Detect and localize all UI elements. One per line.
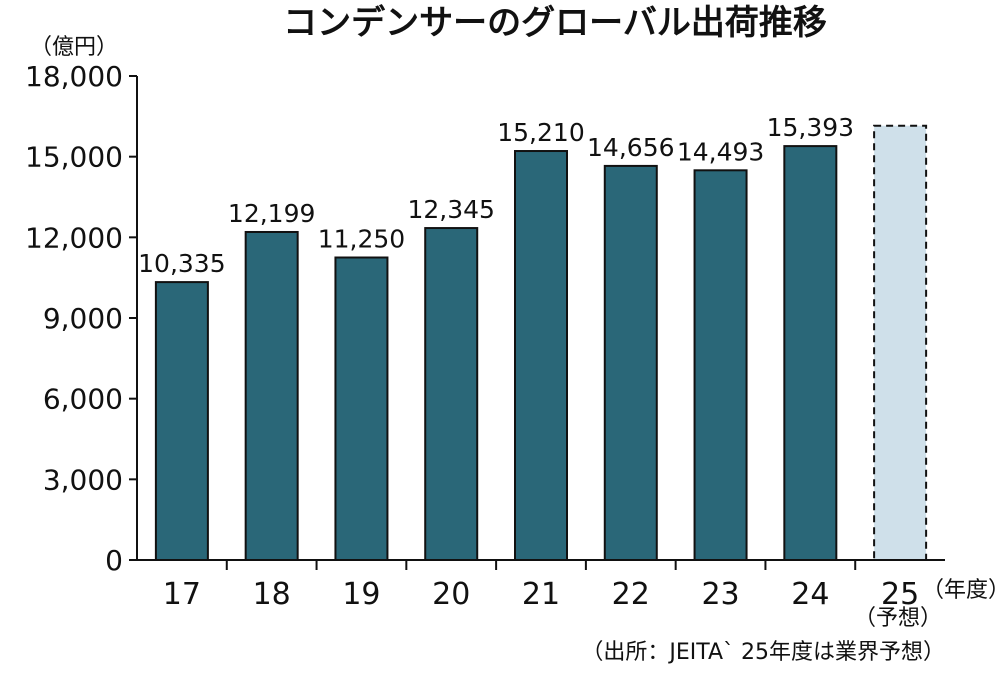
x-tick-label: 25	[881, 577, 919, 612]
y-tick-label: 18,000	[25, 60, 123, 93]
data-label: 15,393	[767, 113, 854, 142]
x-axis-unit: （年度）	[922, 578, 1000, 603]
bars	[154, 124, 928, 562]
x-tick-label: 23	[701, 577, 739, 612]
y-axis-unit: （億円）	[30, 35, 118, 60]
data-label: 14,493	[677, 137, 764, 166]
x-axis-ticks: 17 18 19 20 21 22 23 24 25	[163, 560, 919, 612]
bar	[783, 145, 838, 561]
x-tick-label: 24	[791, 577, 829, 612]
data-label: 14,656	[587, 133, 674, 162]
source-note: （出所：JEITA` 25年度は業界予想）	[581, 640, 945, 665]
chart-title: コンデンサーのグローバル出荷推移	[283, 3, 827, 43]
data-label: 15,210	[497, 118, 584, 147]
y-tick-label: 3,000	[43, 463, 123, 496]
x-tick-label: 18	[253, 577, 291, 612]
y-tick-label: 12,000	[25, 221, 123, 254]
y-tick-label: 15,000	[25, 141, 123, 174]
forecast-note: （予想）	[854, 606, 942, 631]
x-tick-label: 22	[612, 577, 650, 612]
y-tick-label: 9,000	[43, 302, 123, 335]
data-label: 12,345	[407, 195, 494, 224]
data-label: 10,335	[138, 249, 225, 278]
x-tick-label: 21	[522, 577, 560, 612]
bar	[514, 150, 568, 562]
bar	[693, 169, 748, 561]
bar	[603, 164, 658, 561]
bar	[334, 256, 389, 561]
data-label: 11,250	[318, 225, 405, 254]
forecast-bar	[873, 124, 928, 561]
x-tick-label: 19	[342, 577, 380, 612]
data-label: 12,199	[228, 199, 315, 228]
x-tick-label: 20	[432, 577, 470, 612]
bar	[424, 227, 479, 561]
y-axis-ticks: 0 3,000 6,000 9,000 12,000 15,000 18,000	[25, 60, 137, 577]
x-tick-label: 17	[163, 577, 201, 612]
bar	[154, 281, 209, 561]
bar	[244, 230, 299, 561]
y-tick-label: 6,000	[43, 383, 123, 416]
y-tick-label: 0	[105, 544, 123, 577]
